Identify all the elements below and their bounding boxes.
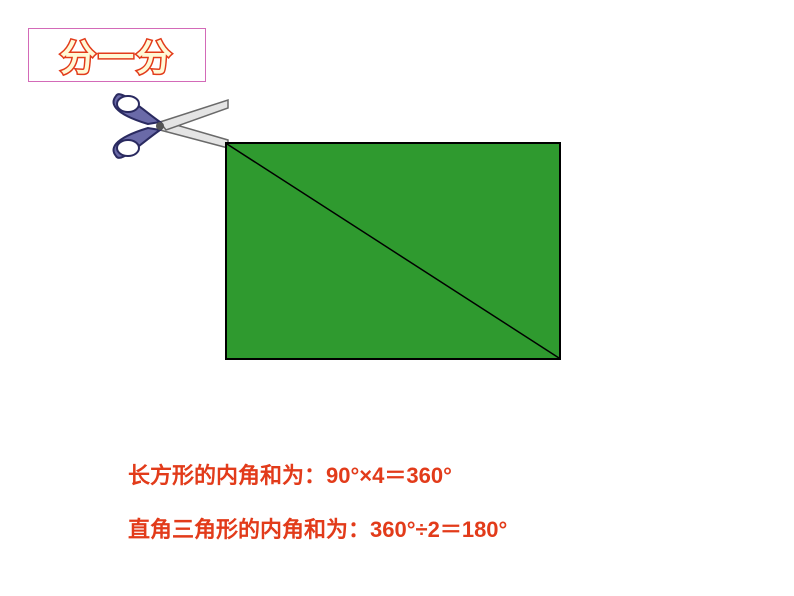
scissors-icon <box>100 78 230 168</box>
title-box: 分一分 <box>28 28 206 82</box>
right-triangle-angle-sum-formula: 360°÷2＝180° <box>370 512 507 544</box>
scissors-handle-hole-upper <box>117 96 139 112</box>
scissors-handle-hole-lower <box>117 140 139 156</box>
rectangle-diagram <box>225 142 561 360</box>
rectangle-shape <box>225 142 561 360</box>
title-text: 分一分 <box>60 29 174 81</box>
rectangle-angle-sum-label: 长方形的内角和为： <box>128 458 326 490</box>
scissors-blade-upper <box>160 100 228 130</box>
scissors-pivot <box>156 122 164 130</box>
rectangle-angle-sum-line: 长方形的内角和为： 90°×4＝360° <box>128 458 452 490</box>
right-triangle-angle-sum-label: 直角三角形的内角和为： <box>128 512 370 544</box>
right-triangle-angle-sum-line: 直角三角形的内角和为： 360°÷2＝180° <box>128 512 507 544</box>
rectangle-angle-sum-formula: 90°×4＝360° <box>326 458 452 490</box>
rectangle-diagonal <box>227 144 559 358</box>
